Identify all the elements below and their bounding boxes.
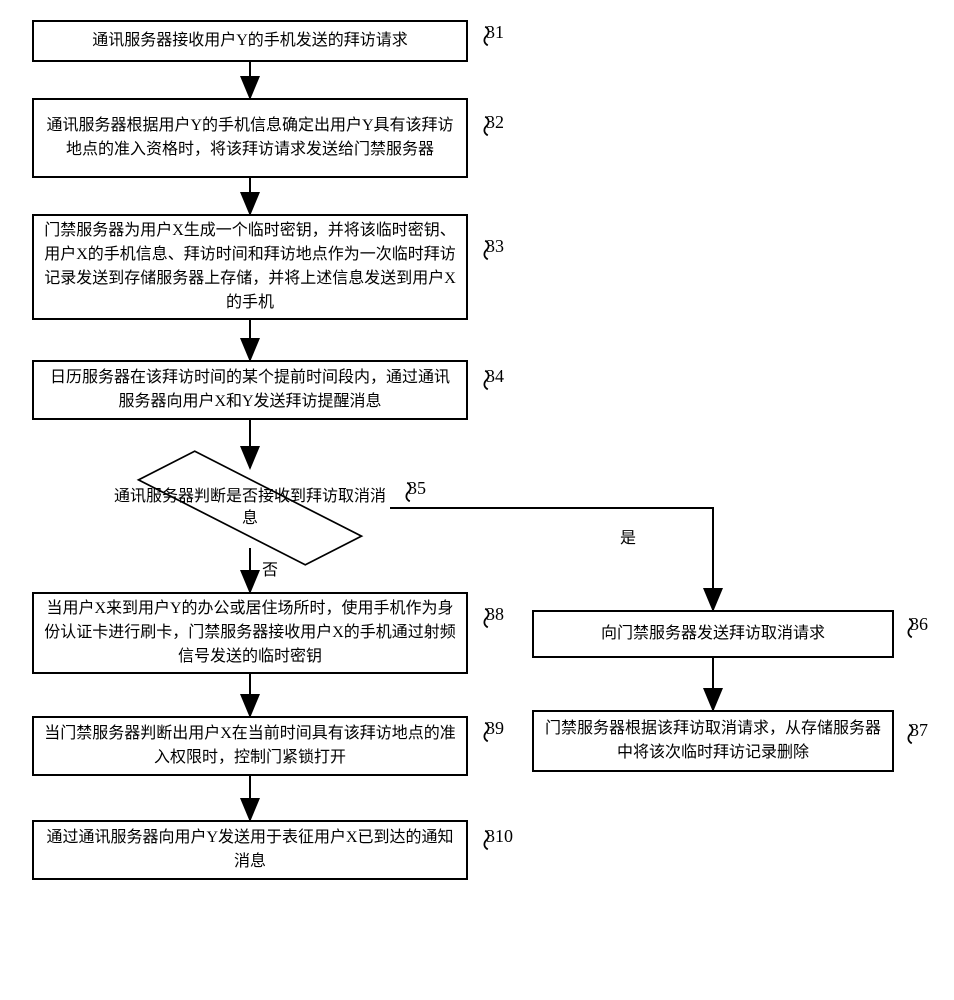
node-33-text: 门禁服务器为用户X生成一个临时密钥，并将该临时密钥、用户X的手机信息、拜访时间和…	[44, 219, 456, 315]
node-36-label: 36	[910, 614, 928, 635]
node-31: 通讯服务器接收用户Y的手机发送的拜访请求	[32, 20, 468, 62]
node-35-no-label: 否	[262, 556, 278, 580]
node-31-text: 通讯服务器接收用户Y的手机发送的拜访请求	[92, 29, 408, 53]
node-33: 门禁服务器为用户X生成一个临时密钥，并将该临时密钥、用户X的手机信息、拜访时间和…	[32, 214, 468, 320]
node-39-text: 当门禁服务器判断出用户X在当前时间具有该拜访地点的准入权限时，控制门紧锁打开	[44, 722, 456, 770]
node-35-yes-label: 是	[620, 524, 636, 548]
node-38-text: 当用户X来到用户Y的办公或居住场所时，使用手机作为身份认证卡进行刷卡，门禁服务器…	[44, 597, 456, 669]
node-31-label: 31	[486, 22, 504, 43]
node-34: 日历服务器在该拜访时间的某个提前时间段内，通过通讯服务器向用户X和Y发送拜访提醒…	[32, 360, 468, 420]
node-35-label: 35	[408, 478, 426, 499]
node-37-label: 37	[910, 720, 928, 741]
node-310: 通过通讯服务器向用户Y发送用于表征用户X已到达的通知消息	[32, 820, 468, 880]
node-39: 当门禁服务器判断出用户X在当前时间具有该拜访地点的准入权限时，控制门紧锁打开	[32, 716, 468, 776]
node-310-text: 通过通讯服务器向用户Y发送用于表征用户X已到达的通知消息	[44, 826, 456, 874]
node-38: 当用户X来到用户Y的办公或居住场所时，使用手机作为身份认证卡进行刷卡，门禁服务器…	[32, 592, 468, 674]
node-35-text: 通讯服务器判断是否接收到拜访取消消息	[110, 468, 390, 548]
node-36-text: 向门禁服务器发送拜访取消请求	[601, 622, 825, 646]
node-34-text: 日历服务器在该拜访时间的某个提前时间段内，通过通讯服务器向用户X和Y发送拜访提醒…	[44, 366, 456, 414]
node-39-label: 39	[486, 718, 504, 739]
node-32: 通讯服务器根据用户Y的手机信息确定出用户Y具有该拜访地点的准入资格时，将该拜访请…	[32, 98, 468, 178]
node-34-label: 34	[486, 366, 504, 387]
node-32-label: 32	[486, 112, 504, 133]
node-32-text: 通讯服务器根据用户Y的手机信息确定出用户Y具有该拜访地点的准入资格时，将该拜访请…	[44, 114, 456, 162]
node-36: 向门禁服务器发送拜访取消请求	[532, 610, 894, 658]
node-310-label: 310	[486, 826, 513, 847]
node-35: 通讯服务器判断是否接收到拜访取消消息	[110, 468, 390, 548]
node-37: 门禁服务器根据该拜访取消请求，从存储服务器中将该次临时拜访记录删除	[532, 710, 894, 772]
node-33-label: 33	[486, 236, 504, 257]
node-38-label: 38	[486, 604, 504, 625]
node-37-text: 门禁服务器根据该拜访取消请求，从存储服务器中将该次临时拜访记录删除	[544, 717, 882, 765]
